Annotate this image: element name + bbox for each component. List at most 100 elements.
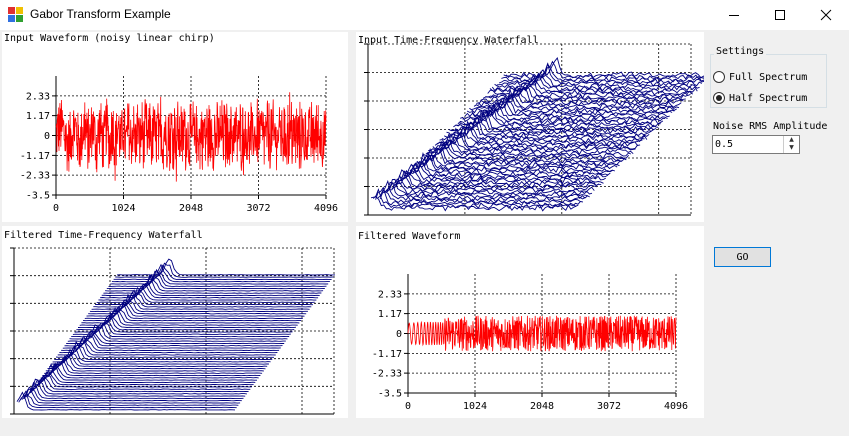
y-tick-label: -2.33 bbox=[20, 171, 50, 182]
waterfall-row bbox=[40, 363, 259, 379]
waterfall-row bbox=[44, 359, 263, 374]
noise-rms-input[interactable] bbox=[715, 137, 783, 152]
waterfall-row bbox=[389, 174, 595, 193]
y-tick-label: 0 bbox=[44, 131, 50, 142]
y-tick-label: -3.5 bbox=[378, 389, 402, 400]
waterfall-row bbox=[64, 329, 283, 347]
filtered-waveform-title: Filtered Waveform bbox=[358, 231, 461, 242]
y-tick-label: -2.33 bbox=[372, 369, 402, 380]
waterfall-row bbox=[482, 81, 689, 101]
x-tick-label: 2048 bbox=[530, 401, 554, 412]
waterfall-row bbox=[21, 388, 241, 404]
radio-unchecked-icon bbox=[713, 71, 725, 83]
waterfall-row bbox=[469, 94, 675, 115]
maximize-icon bbox=[775, 10, 785, 20]
noise-rms-label: Noise RMS Amplitude bbox=[713, 121, 828, 132]
half-spectrum-radio[interactable]: Half Spectrum bbox=[713, 92, 807, 104]
waterfall-row bbox=[55, 343, 274, 358]
waterfall-row bbox=[37, 363, 256, 383]
waterfall-row bbox=[52, 345, 271, 363]
maximize-button[interactable] bbox=[757, 0, 803, 30]
input-waterfall-panel: Input Time-Frequency Waterfall bbox=[356, 32, 704, 222]
y-tick-label: 0 bbox=[396, 329, 402, 340]
waterfall-row bbox=[59, 335, 278, 354]
waterfall-row bbox=[441, 120, 648, 141]
waterfall-row bbox=[430, 136, 636, 153]
waterfall-row bbox=[409, 152, 616, 174]
waterfall-row bbox=[503, 60, 704, 81]
waterfall-row bbox=[106, 275, 325, 290]
full-spectrum-radio[interactable]: Full Spectrum bbox=[713, 71, 807, 83]
filtered-waveform-panel: Filtered Waveform 0 1024 2048 3072 4096 2.33 1… bbox=[356, 226, 704, 418]
input-waveform-title: Input Waveform (noisy linear chirp) bbox=[4, 33, 215, 44]
y-tick-label: 2.33 bbox=[378, 289, 402, 300]
waterfall-row bbox=[505, 57, 704, 79]
y-tick-label: 1.17 bbox=[26, 111, 50, 122]
waterfall-row bbox=[111, 263, 330, 283]
waterfall-row bbox=[411, 147, 618, 171]
waterfall-row bbox=[487, 77, 693, 96]
waterfall-row bbox=[71, 322, 290, 338]
waterfall-lines bbox=[370, 57, 704, 212]
full-spectrum-label: Full Spectrum bbox=[729, 71, 808, 83]
waterfall-row bbox=[67, 324, 286, 342]
waterfall-row bbox=[416, 148, 622, 167]
filtered-waterfall-title: Filtered Time-Frequency Waterfall bbox=[4, 230, 203, 241]
minimize-button[interactable] bbox=[711, 0, 757, 30]
x-tick-label: 3072 bbox=[597, 401, 621, 412]
x-tick-label: 2048 bbox=[179, 203, 203, 214]
stepper-up-icon[interactable]: ▲ bbox=[789, 136, 794, 143]
waterfall-row bbox=[72, 322, 291, 335]
waterfall-row bbox=[42, 361, 261, 377]
waterfall-row bbox=[105, 273, 324, 292]
waterfall-row bbox=[32, 375, 251, 390]
y-tick-label: -1.17 bbox=[372, 349, 402, 360]
title-bar: Gabor Transform Example bbox=[0, 0, 849, 30]
waterfall-row bbox=[91, 291, 310, 310]
stepper-down-icon[interactable]: ▼ bbox=[789, 144, 794, 151]
waterfall-row bbox=[108, 270, 327, 287]
waterfall-row bbox=[101, 281, 320, 297]
waterfall-row bbox=[62, 335, 281, 349]
filtered-waterfall-panel: Filtered Time-Frequency Waterfall bbox=[2, 226, 348, 418]
input-waterfall-chart bbox=[364, 43, 704, 216]
close-button[interactable] bbox=[803, 0, 849, 30]
waterfall-row bbox=[402, 162, 609, 180]
waterfall-row bbox=[370, 196, 577, 212]
waterfall-row bbox=[33, 374, 252, 388]
waterfall-row bbox=[455, 110, 661, 128]
waterfall-row bbox=[16, 391, 236, 411]
waterfall-row bbox=[116, 258, 335, 276]
waterfall-row bbox=[76, 314, 295, 331]
waterfall-row bbox=[437, 126, 643, 146]
go-button[interactable]: GO bbox=[714, 247, 771, 267]
x-tick-label: 4096 bbox=[664, 401, 688, 412]
waterfall-lines bbox=[16, 258, 335, 411]
waterfall-row bbox=[86, 301, 305, 317]
waterfall-row bbox=[450, 109, 657, 133]
waterfall-row bbox=[115, 262, 334, 278]
waterfall-row bbox=[428, 139, 634, 156]
app-colored-squares-icon bbox=[8, 7, 24, 23]
y-tick-label: 1.17 bbox=[378, 309, 402, 320]
waterfall-row bbox=[45, 354, 264, 372]
close-icon bbox=[820, 9, 832, 21]
x-tick-label: 1024 bbox=[111, 203, 135, 214]
waterfall-row bbox=[61, 337, 280, 351]
noise-rms-stepper[interactable]: ▲ ▼ bbox=[712, 135, 800, 154]
waterfall-row bbox=[446, 116, 652, 137]
x-tick-label: 3072 bbox=[246, 203, 270, 214]
waterfall-row bbox=[466, 97, 673, 117]
waterfall-row bbox=[496, 69, 703, 87]
waveform-series bbox=[55, 92, 327, 182]
waterfall-row bbox=[23, 386, 242, 402]
waterfall-row bbox=[26, 378, 246, 397]
waterfall-row bbox=[35, 371, 254, 386]
waterfall-row bbox=[382, 181, 588, 200]
minimize-icon bbox=[729, 15, 739, 16]
waterfall-row bbox=[69, 326, 288, 340]
waterfall-row bbox=[38, 362, 257, 381]
input-waveform-chart: 0 1024 2048 3072 4096 2.33 1.17 0 -1.17 -2.33 -3.5 bbox=[20, 76, 338, 214]
waterfall-row bbox=[74, 320, 293, 333]
settings-groupbox bbox=[710, 54, 827, 108]
